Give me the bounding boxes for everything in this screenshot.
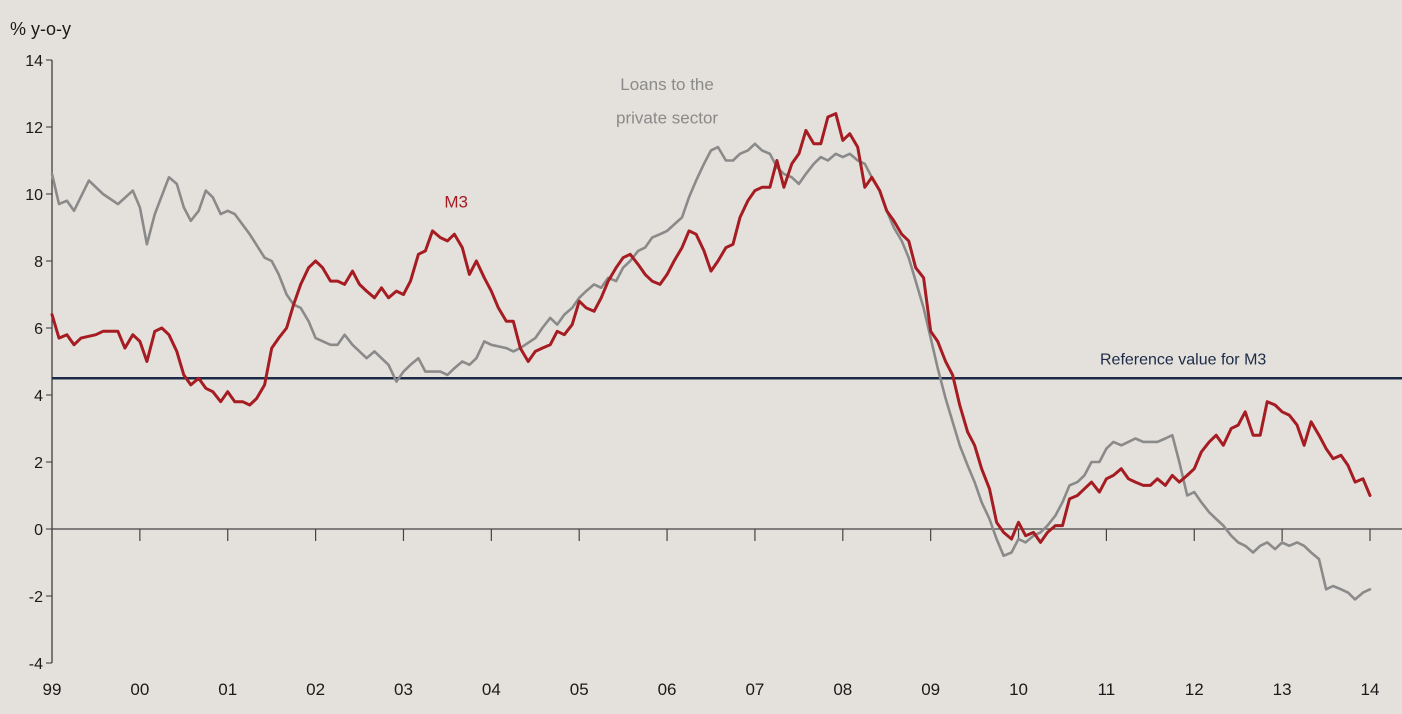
x-tick-label: 04 (482, 680, 501, 699)
x-tick-label: 12 (1185, 680, 1204, 699)
x-tick-label: 11 (1098, 680, 1116, 699)
x-tick-label: 13 (1273, 680, 1292, 699)
series-label-loans: private sector (616, 109, 718, 128)
y-tick-label: 8 (34, 254, 43, 271)
x-tick-label: 08 (833, 680, 852, 699)
x-tick-label: 07 (745, 680, 764, 699)
y-tick-label: 6 (34, 321, 43, 338)
label-layer: % y-o-y 14 12 10 8 6 4 2 0 -2 -499 00 01 02 03 04 05 06 07… (10, 19, 1379, 699)
reference-line-label: Reference value for M3 (1100, 351, 1266, 368)
x-tick-label: 05 (570, 680, 589, 699)
series-label-m3: M3 (444, 192, 468, 211)
x-tick-label: 99 (43, 680, 62, 699)
y-tick-label: -4 (29, 656, 43, 673)
y-tick-label: 10 (25, 187, 43, 204)
axes-layer (46, 59, 1402, 664)
y-tick-label: 14 (25, 53, 43, 70)
series-line-m3 (50, 112, 1372, 544)
x-tick-label: 14 (1361, 680, 1380, 699)
series-line-loans (50, 142, 1372, 601)
x-tick-label: 03 (394, 680, 413, 699)
y-tick-label: -2 (29, 589, 43, 606)
x-tick-label: 00 (130, 680, 149, 699)
y-tick-label: 2 (34, 455, 43, 472)
x-tick-label: 10 (1009, 680, 1028, 699)
x-tick-label: 02 (306, 680, 325, 699)
x-tick-label: 09 (921, 680, 940, 699)
series-layer (50, 112, 1402, 601)
x-tick-label: 01 (218, 680, 237, 699)
y-tick-label: 4 (34, 388, 43, 405)
y-tick-label: 12 (25, 120, 43, 137)
y-axis-label: % y-o-y (10, 19, 71, 39)
y-tick-label: 0 (34, 522, 43, 539)
series-label-loans: Loans to the (620, 75, 714, 94)
x-tick-label: 06 (658, 680, 677, 699)
